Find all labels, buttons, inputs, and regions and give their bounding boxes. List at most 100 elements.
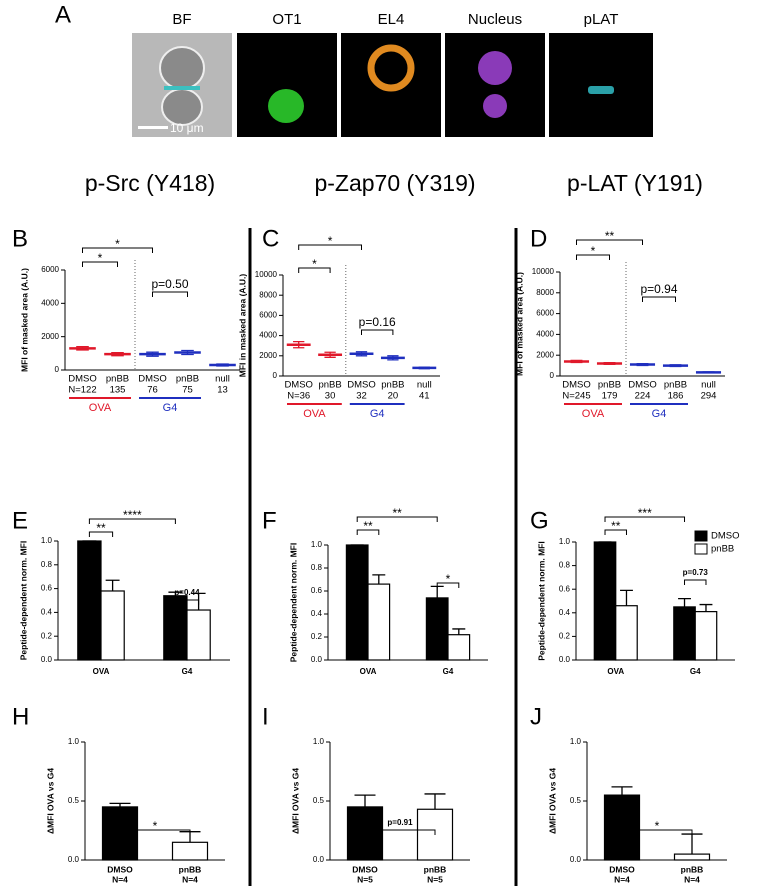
significance-bracket — [576, 239, 643, 245]
y-tick-label: 0.0 — [570, 855, 582, 864]
x-tick-label: DMSO — [562, 380, 591, 391]
x-tick-label: DMSO — [609, 864, 635, 874]
n-label: N=5 — [357, 874, 373, 884]
error-bar — [418, 366, 430, 370]
column-title: p-Src (Y418) — [85, 170, 215, 196]
y-tick-label: 2000 — [41, 332, 59, 341]
bar — [186, 609, 211, 661]
y-tick-label: 10000 — [532, 267, 555, 276]
nucleus — [478, 51, 512, 85]
error-bar — [372, 574, 386, 585]
x-tick-label: null — [417, 380, 432, 391]
panel-letter: G — [530, 507, 549, 534]
x-tick-label: DMSO — [352, 864, 378, 874]
y-tick-label: 1.0 — [41, 536, 53, 545]
significance-label: * — [312, 257, 317, 271]
y-tick-label: 6000 — [536, 309, 554, 318]
y-tick-label: 1.0 — [311, 540, 323, 549]
channel-label: Nucleus — [468, 11, 522, 28]
y-tick-label: 0.4 — [41, 608, 53, 617]
bar — [615, 605, 638, 661]
y-tick-label: 2000 — [259, 351, 277, 360]
n-label: N=245 — [562, 391, 590, 402]
legend-swatch — [694, 543, 708, 555]
y-tick-label: 8000 — [259, 290, 277, 299]
significance-bracket — [88, 518, 176, 524]
group-label: OVA — [89, 402, 112, 414]
error-bar — [324, 351, 336, 358]
channel-label: EL4 — [378, 11, 405, 28]
bar — [694, 611, 718, 661]
x-tick-label: null — [215, 374, 230, 385]
y-tick-label: 4000 — [536, 330, 554, 339]
y-tick-label: 0 — [55, 365, 60, 374]
cell — [159, 46, 205, 90]
x-tick-label: pnBB — [598, 380, 621, 391]
significance-bracket — [361, 329, 394, 335]
significance-label: ** — [363, 519, 373, 533]
x-tick-label: null — [701, 380, 716, 391]
significance-bracket — [88, 531, 114, 537]
y-tick-label: 0.6 — [311, 586, 323, 595]
error-bar — [76, 346, 89, 351]
error-bar — [702, 371, 715, 374]
error-bar — [636, 362, 649, 367]
cell — [268, 89, 304, 123]
y-tick-label: 0.5 — [313, 796, 325, 805]
y-tick-label: 0.4 — [559, 608, 571, 617]
legend-swatch — [694, 530, 708, 542]
n-label: 186 — [668, 391, 684, 402]
error-bar — [620, 589, 633, 606]
y-tick-label: 4000 — [259, 331, 277, 340]
error-bar — [293, 341, 305, 349]
x-tick-label: pnBB — [381, 380, 404, 391]
bar — [163, 595, 188, 661]
significance-label: * — [98, 251, 103, 265]
significance-bracket — [364, 829, 436, 835]
significance-bracket — [604, 529, 627, 535]
legend-label: DMSO — [711, 531, 740, 542]
bar — [345, 544, 369, 661]
x-tick-label: DMSO — [138, 374, 167, 385]
error-bar — [603, 362, 616, 366]
x-tick-label: OVA — [607, 667, 624, 676]
significance-label: * — [591, 244, 596, 258]
panel-letter: B — [12, 225, 28, 252]
y-tick-label: 0.2 — [559, 632, 571, 641]
n-label: 224 — [635, 391, 651, 402]
significance-bracket — [684, 579, 707, 585]
scale-bar — [138, 126, 168, 129]
panel-letter: I — [262, 703, 269, 730]
panel-letter: E — [12, 507, 28, 534]
bar — [100, 590, 125, 661]
group-label: G4 — [163, 402, 178, 414]
y-tick-label: 0.0 — [313, 855, 325, 864]
significance-bracket — [82, 261, 118, 267]
n-label: 76 — [147, 385, 158, 396]
y-axis-label: ΔMFI OVA vs G4 — [45, 768, 55, 834]
significance-label: * — [153, 819, 158, 833]
significance-label: p=0.16 — [359, 315, 396, 329]
significance-bracket — [298, 267, 331, 273]
y-tick-label: 0.8 — [41, 560, 53, 569]
bar — [603, 794, 641, 861]
y-tick-label: 0.0 — [68, 855, 80, 864]
contact — [588, 86, 614, 94]
cell — [161, 88, 203, 126]
y-tick-label: 6000 — [259, 311, 277, 320]
y-tick-label: 0.0 — [41, 655, 53, 664]
column-title: p-Zap70 (Y319) — [314, 170, 475, 196]
n-label: N=4 — [684, 874, 700, 884]
y-axis-label: Peptide-dependent norm. MFI — [288, 543, 298, 662]
y-tick-label: 0 — [550, 371, 555, 380]
bar — [447, 634, 471, 661]
x-tick-label: G4 — [690, 667, 701, 676]
error-bar — [669, 364, 682, 368]
panel-letter: H — [12, 703, 29, 730]
scale-bar-label: 10 μm — [170, 121, 204, 135]
n-label: 294 — [701, 391, 717, 402]
y-tick-label: 0.2 — [41, 631, 53, 640]
significance-bracket — [356, 529, 380, 535]
x-tick-label: DMSO — [628, 380, 657, 391]
y-tick-label: 0.5 — [570, 796, 582, 805]
